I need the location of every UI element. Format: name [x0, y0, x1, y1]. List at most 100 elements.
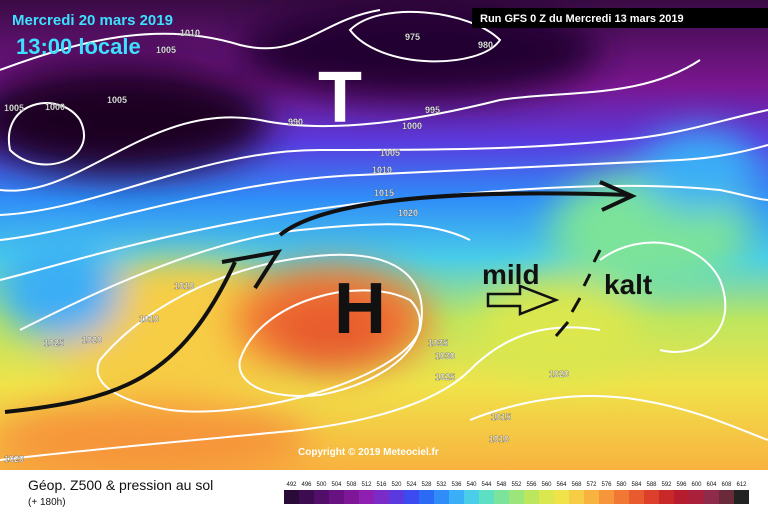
isobar-label: 1015: [491, 412, 511, 422]
legend-tick-label: 608: [721, 482, 732, 488]
legend-tick-label: 568: [571, 482, 582, 488]
isobar-label: 1005: [380, 148, 400, 158]
isobar-label: 1030: [435, 351, 455, 361]
legend-swatch: [404, 490, 419, 504]
legend-swatch: [674, 490, 689, 504]
isobar-label: 1020: [4, 454, 24, 464]
legend-tick-label: 492: [286, 482, 297, 488]
legend-tick-label: 496: [301, 482, 312, 488]
run-info: Run GFS 0 Z du Mercredi 13 mars 2019: [480, 13, 684, 25]
legend-swatch: [419, 490, 434, 504]
legend-tick-label: 516: [376, 482, 387, 488]
legend-tick-label: 544: [481, 482, 492, 488]
isobar-label: 980: [478, 40, 493, 50]
legend-tick-label: 532: [436, 482, 447, 488]
legend-tick-label: 604: [706, 482, 717, 488]
legend-tick-label: 508: [346, 482, 357, 488]
isobar-label: 1025: [44, 338, 64, 348]
legend-swatch: [284, 490, 299, 504]
legend-tick-label: 536: [451, 482, 462, 488]
legend-swatch: [509, 490, 524, 504]
legend-swatch: [374, 490, 389, 504]
legend-swatch: [614, 490, 629, 504]
isobar-label: 1015: [374, 188, 394, 198]
isobar-label: 975: [405, 32, 420, 42]
isobar-label: 1005: [107, 95, 127, 105]
legend-tick-label: 552: [511, 482, 522, 488]
isobar-label: 1010: [372, 165, 392, 175]
isobar-label: 1025: [435, 372, 455, 382]
legend-tick-label: 564: [556, 482, 567, 488]
legend-tick-label: 584: [631, 482, 642, 488]
legend-tick-label: 560: [541, 482, 552, 488]
forecast-date: Mercredi 20 mars 2019: [12, 12, 173, 29]
run-box: [472, 8, 768, 28]
legend-swatch: [524, 490, 539, 504]
legend-swatch: [494, 490, 509, 504]
legend-swatch: [479, 490, 494, 504]
legend-swatch: [584, 490, 599, 504]
legend-tick-label: 520: [391, 482, 402, 488]
legend-swatch: [389, 490, 404, 504]
isobar-label: 1020: [549, 369, 569, 379]
isobar-label: 1005: [4, 103, 24, 113]
isobar-label: 1020: [82, 335, 102, 345]
legend-swatch: [689, 490, 704, 504]
legend-swatch: [299, 490, 314, 504]
legend-tick-label: 540: [466, 482, 477, 488]
isobar-label: 1000: [402, 121, 422, 131]
legend-swatch: [329, 490, 344, 504]
isobar-label: 1010: [180, 28, 200, 38]
legend-swatch: [539, 490, 554, 504]
legend-tick-label: 556: [526, 482, 537, 488]
isobar-label: 1000: [45, 102, 65, 112]
legend-swatch: [359, 490, 374, 504]
legend-swatch: [434, 490, 449, 504]
copyright: Copyright © 2019 Meteociel.fr: [298, 447, 439, 458]
legend-tick-label: 580: [616, 482, 627, 488]
legend-swatch: [554, 490, 569, 504]
legend-tick-label: 528: [421, 482, 432, 488]
isobar-label: 1035: [428, 338, 448, 348]
legend-swatch: [599, 490, 614, 504]
forecast-time: 13:00 locale: [16, 34, 141, 59]
high-pressure-symbol: H: [334, 269, 386, 349]
legend-tick-label: 572: [586, 482, 597, 488]
legend-tick-label: 600: [691, 482, 702, 488]
isobar-label: 1010: [174, 281, 194, 291]
cold-label: kalt: [604, 269, 652, 300]
isobar-label: 1020: [398, 208, 418, 218]
legend-swatch: [734, 490, 749, 504]
isobar-label: 995: [425, 105, 440, 115]
legend-tick-label: 512: [361, 482, 372, 488]
legend-title: Géop. Z500 & pression au sol: [28, 477, 213, 493]
legend-swatch: [659, 490, 674, 504]
legend-swatch: [449, 490, 464, 504]
legend-swatch: [314, 490, 329, 504]
legend-tick-label: 504: [331, 482, 342, 488]
legend-tick-label: 588: [646, 482, 657, 488]
isobar-label: 990: [288, 117, 303, 127]
legend-swatch: [704, 490, 719, 504]
legend-tick-label: 548: [496, 482, 507, 488]
legend-swatch: [344, 490, 359, 504]
legend-tick-label: 524: [406, 482, 417, 488]
legend-tick-label: 596: [676, 482, 687, 488]
legend-swatch: [719, 490, 734, 504]
isobar-label: 1005: [156, 45, 176, 55]
legend-tick-label: 592: [661, 482, 672, 488]
isobar-label: 1010: [139, 314, 159, 324]
low-pressure-symbol: T: [318, 58, 362, 138]
legend-swatch: [464, 490, 479, 504]
legend-tick-label: 576: [601, 482, 612, 488]
legend-tick-label: 500: [316, 482, 327, 488]
legend-swatch: [629, 490, 644, 504]
legend-tick-label: 612: [736, 482, 747, 488]
legend-swatch: [569, 490, 584, 504]
legend-lead: (+ 180h): [28, 497, 66, 508]
mild-label: mild: [482, 259, 540, 290]
flow-arrows: [4, 180, 637, 414]
isobar-label: 1010: [489, 434, 509, 444]
legend-swatch: [644, 490, 659, 504]
